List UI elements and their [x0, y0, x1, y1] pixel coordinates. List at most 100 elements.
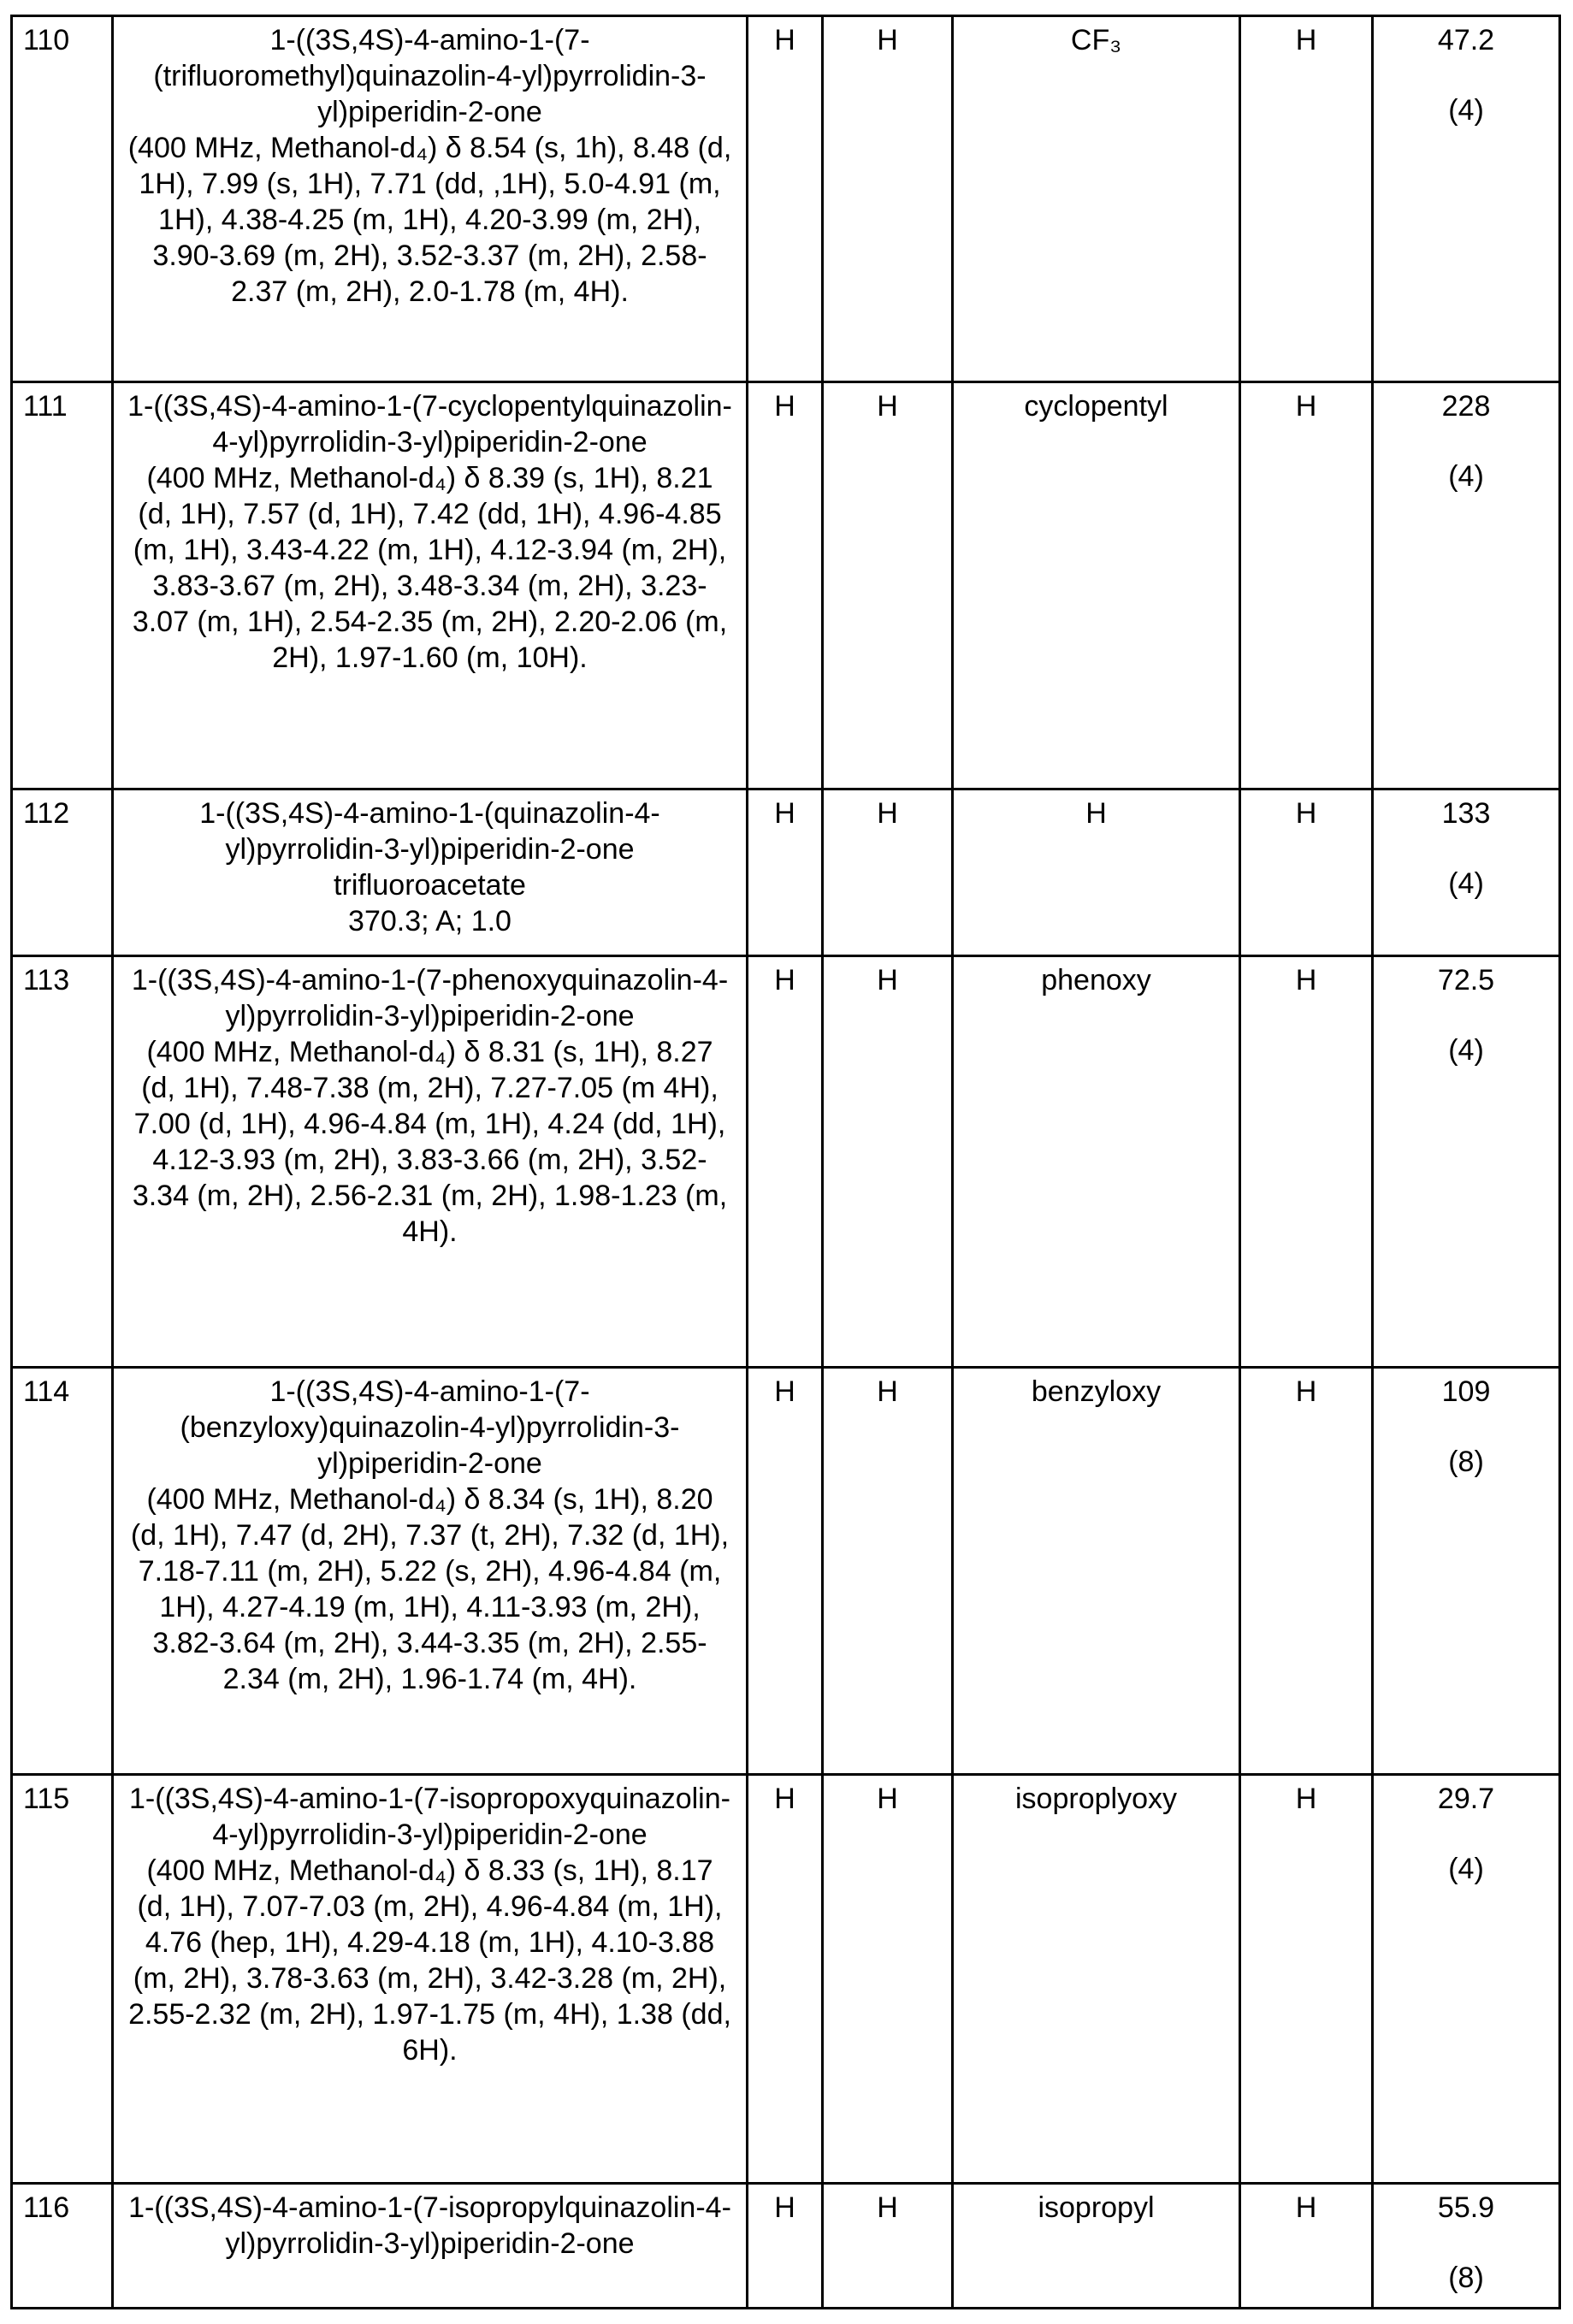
compound-id: 110 [23, 24, 69, 56]
replicate-count: (4) [1381, 92, 1552, 128]
replicate-count: (4) [1381, 866, 1552, 902]
compound-name-cell: 1-((3S,4S)-4-amino-1-(7-(trifluoromethyl… [113, 16, 748, 382]
characterization-data: (400 MHz, Methanol-d₄) δ 8.34 (s, 1H), 8… [127, 1481, 732, 1697]
compound-id: 111 [23, 390, 68, 423]
replicate-count: (4) [1381, 458, 1552, 494]
activity-value: 228 [1381, 388, 1552, 424]
r1-value: H [774, 2191, 795, 2224]
table-row: 111 1-((3S,4S)-4-amino-1-(7-cyclopentylqu… [12, 382, 1560, 789]
activity-cell: 133 (4) [1373, 789, 1560, 956]
r2-value: H [877, 797, 898, 830]
r2-value: H [877, 1783, 898, 1815]
r2-value: H [877, 1375, 898, 1408]
compound-name: 1-((3S,4S)-4-amino-1-(7-(trifluoromethyl… [127, 22, 732, 130]
table-body: 110 1-((3S,4S)-4-amino-1-(7-(trifluoromet… [12, 16, 1560, 2309]
r4-value: H [1296, 1783, 1317, 1815]
r4-value: H [1296, 2191, 1317, 2224]
activity-value: 72.5 [1381, 962, 1552, 998]
activity-cell: 55.9 (8) [1373, 2184, 1560, 2309]
compound-name-cell: 1-((3S,4S)-4-amino-1-(7-phenoxyquinazoli… [113, 956, 748, 1368]
compound-name-cell: 1-((3S,4S)-4-amino-1-(7-isopropylquinazo… [113, 2184, 748, 2309]
r4-value: H [1296, 797, 1317, 830]
compound-id-cell: 115 [12, 1775, 113, 2184]
r1-value: H [774, 1375, 795, 1408]
characterization-data: 370.3; A; 1.0 [127, 903, 732, 939]
characterization-data: (400 MHz, Methanol-d₄) δ 8.39 (s, 1H), 8… [127, 460, 732, 676]
activity-value: 133 [1381, 795, 1552, 831]
table-row: 116 1-((3S,4S)-4-amino-1-(7-isopropylquin… [12, 2184, 1560, 2309]
r3-cell: isopropyl [953, 2184, 1240, 2309]
compound-id-cell: 110 [12, 16, 113, 382]
compound-name-cell: 1-((3S,4S)-4-amino-1-(7-cyclopentylquina… [113, 382, 748, 789]
r4-value: H [1296, 390, 1317, 423]
table-row: 113 1-((3S,4S)-4-amino-1-(7-phenoxyquinaz… [12, 956, 1560, 1368]
r2-value: H [877, 964, 898, 996]
r4-cell: H [1240, 789, 1373, 956]
r1-cell: H [748, 16, 823, 382]
compound-name-cell: 1-((3S,4S)-4-amino-1-(7-(benzyloxy)quina… [113, 1368, 748, 1775]
r1-cell: H [748, 789, 823, 956]
r2-cell: H [823, 956, 953, 1368]
r4-cell: H [1240, 382, 1373, 789]
r1-value: H [774, 24, 795, 56]
compound-id-cell: 111 [12, 382, 113, 789]
table-row: 110 1-((3S,4S)-4-amino-1-(7-(trifluoromet… [12, 16, 1560, 382]
r3-value: benzyloxy [1032, 1375, 1161, 1408]
r2-cell: H [823, 789, 953, 956]
r2-cell: H [823, 1775, 953, 2184]
table-row: 112 1-((3S,4S)-4-amino-1-(quinazolin-4-yl… [12, 789, 1560, 956]
compound-id: 112 [23, 797, 69, 830]
r1-value: H [774, 797, 795, 830]
r1-cell: H [748, 382, 823, 789]
characterization-data: (400 MHz, Methanol-d₄) δ 8.31 (s, 1H), 8… [127, 1034, 732, 1250]
table-row: 115 1-((3S,4S)-4-amino-1-(7-isopropoxyqui… [12, 1775, 1560, 2184]
compound-id: 113 [23, 964, 69, 996]
r2-value: H [877, 2191, 898, 2224]
r3-value: isopropyl [1038, 2191, 1154, 2224]
r2-cell: H [823, 382, 953, 789]
characterization-data: (400 MHz, Methanol-d₄) δ 8.54 (s, 1h), 8… [127, 130, 732, 310]
replicate-count: (4) [1381, 1032, 1552, 1068]
table-row: 114 1-((3S,4S)-4-amino-1-(7-(benzyloxy)qu… [12, 1368, 1560, 1775]
r3-value: CF₃ [1071, 24, 1121, 56]
compound-name-cell: 1-((3S,4S)-4-amino-1-(7-isopropoxyquinaz… [113, 1775, 748, 2184]
r3-value: phenoxy [1041, 964, 1151, 996]
r4-value: H [1296, 1375, 1317, 1408]
r3-cell: benzyloxy [953, 1368, 1240, 1775]
r3-cell: isoproplyoxy [953, 1775, 1240, 2184]
compound-table: 110 1-((3S,4S)-4-amino-1-(7-(trifluoromet… [10, 15, 1561, 2309]
activity-cell: 47.2(4) [1373, 16, 1560, 382]
r1-cell: H [748, 1775, 823, 2184]
r1-value: H [774, 390, 795, 423]
r1-cell: H [748, 2184, 823, 2309]
activity-value: 55.9 [1381, 2190, 1552, 2226]
r3-cell: CF₃ [953, 16, 1240, 382]
compound-id-cell: 116 [12, 2184, 113, 2309]
r4-value: H [1296, 24, 1317, 56]
r4-cell: H [1240, 2184, 1373, 2309]
r3-value: cyclopentyl [1024, 390, 1168, 423]
r3-value: H [1085, 797, 1107, 830]
compound-id: 116 [23, 2191, 69, 2224]
r3-cell: phenoxy [953, 956, 1240, 1368]
activity-value: 109 [1381, 1374, 1552, 1410]
compound-id-cell: 113 [12, 956, 113, 1368]
r4-cell: H [1240, 1775, 1373, 2184]
compound-name: 1-((3S,4S)-4-amino-1-(7-(benzyloxy)quina… [127, 1374, 732, 1481]
r1-cell: H [748, 956, 823, 1368]
activity-cell: 228 (4) [1373, 382, 1560, 789]
replicate-count: (4) [1381, 1851, 1552, 1887]
compound-name: 1-((3S,4S)-4-amino-1-(quinazolin-4-yl)py… [127, 795, 732, 903]
compound-id: 114 [23, 1375, 69, 1408]
r2-cell: H [823, 16, 953, 382]
characterization-data: (400 MHz, Methanol-d₄) δ 8.33 (s, 1H), 8… [127, 1853, 732, 2068]
replicate-count: (8) [1381, 2260, 1552, 2296]
compound-id: 115 [23, 1783, 69, 1815]
r4-cell: H [1240, 1368, 1373, 1775]
r3-value: isoproplyoxy [1015, 1783, 1177, 1815]
r4-cell: H [1240, 16, 1373, 382]
activity-cell: 109(8) [1373, 1368, 1560, 1775]
r3-cell: H [953, 789, 1240, 956]
r1-value: H [774, 964, 795, 996]
r4-value: H [1296, 964, 1317, 996]
